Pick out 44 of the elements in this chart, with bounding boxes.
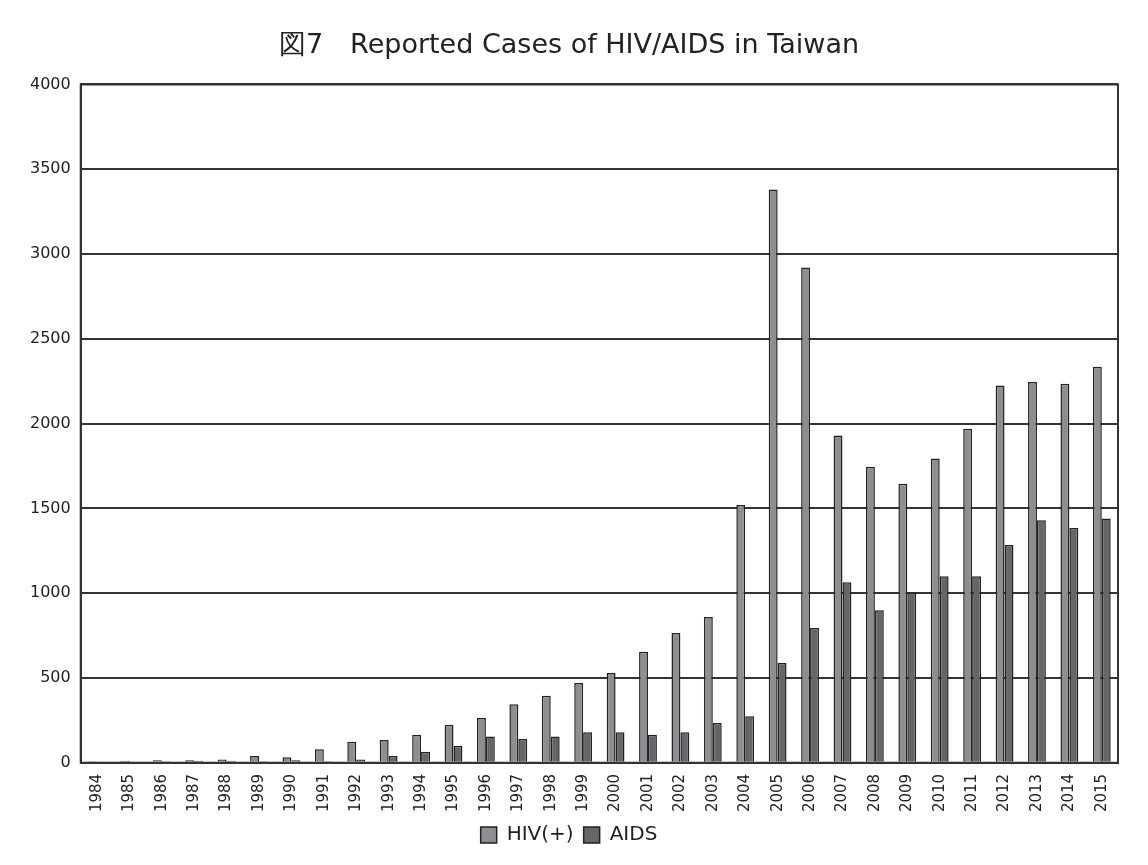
x-tick-label: 2002: [670, 773, 689, 813]
x-tick-label: 2001: [637, 773, 656, 813]
x-tick-label: 1994: [410, 773, 429, 813]
x-tick-label: 2007: [832, 773, 851, 813]
x-tick-label: 2012: [994, 773, 1013, 813]
x-tick-label: 1984: [86, 773, 105, 813]
y-tick-label: 2500: [30, 327, 71, 347]
x-tick-label: 1996: [475, 773, 494, 813]
x-tick-label: 2006: [799, 773, 818, 813]
y-tick-label: 4000: [30, 73, 71, 93]
y-tick-label: 1500: [30, 497, 71, 517]
y-tick-label: 1000: [30, 582, 71, 602]
legend-label: HIV(+): [506, 821, 574, 846]
x-tick-label: 1987: [184, 773, 203, 813]
x-tick-label: 2011: [962, 773, 981, 813]
y-tick-label: 3500: [30, 158, 71, 178]
y-tick-label: 500: [40, 667, 71, 687]
y-tick-label: 2000: [30, 412, 71, 432]
x-tick-label: 2008: [864, 773, 883, 813]
legend-label: AIDS: [609, 821, 658, 846]
x-tick-label: 2009: [897, 773, 916, 813]
x-tick-label: 2013: [1026, 773, 1045, 813]
y-tick-label: 0: [60, 751, 71, 771]
x-tick-label: 2003: [702, 773, 721, 813]
x-tick-label: 1989: [248, 773, 267, 813]
x-tick-label: 1999: [573, 773, 592, 813]
chart-title: 図7 Reported Cases of HIV/AIDS in Taiwan: [278, 28, 860, 60]
x-tick-label: 1992: [346, 773, 365, 813]
x-tick-label: 2014: [1059, 773, 1078, 813]
x-tick-label: 1985: [119, 773, 138, 813]
x-tick-label: 1995: [443, 773, 462, 813]
x-tick-label: 1990: [281, 773, 300, 813]
y-tick-label: 3000: [30, 243, 71, 263]
x-tick-label: 2005: [767, 773, 786, 813]
x-tick-label: 1991: [313, 773, 332, 813]
x-tick-label: 1988: [216, 773, 235, 813]
x-tick-label: 2015: [1091, 773, 1110, 813]
x-tick-label: 1993: [378, 773, 397, 813]
x-tick-label: 1997: [508, 773, 527, 813]
x-tick-label: 2000: [605, 773, 624, 813]
x-tick-label: 2010: [929, 773, 948, 813]
x-tick-label: 1986: [151, 773, 170, 813]
x-tick-label: 1998: [540, 773, 559, 813]
x-tick-label: 2004: [735, 773, 754, 813]
